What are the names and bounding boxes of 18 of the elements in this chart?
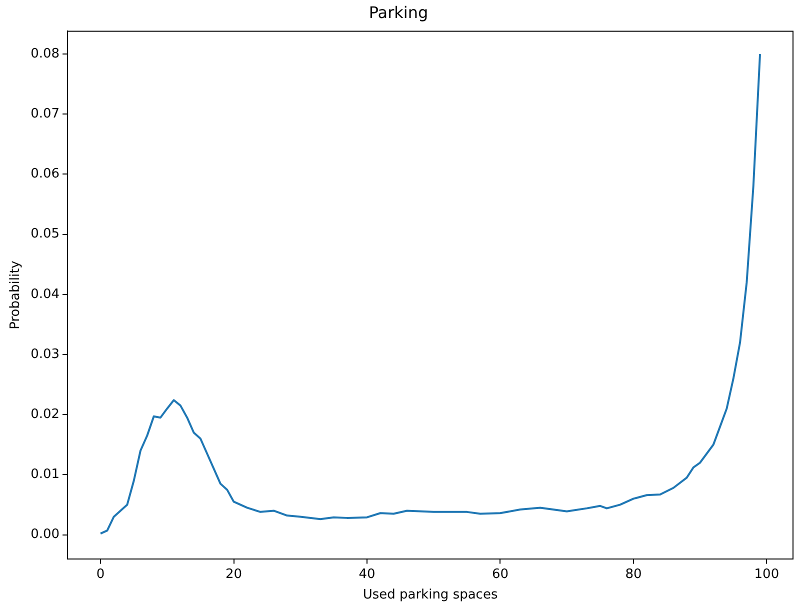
y-tick-label: 0.06 [30,166,60,182]
chart-title: Parking [368,2,428,22]
x-tick-label: 60 [492,566,508,582]
y-axis-title: Probability [8,260,24,330]
y-tick-label: 0.01 [30,467,60,482]
y-tick-label: 0.00 [30,527,60,542]
y-tick-label: 0.02 [30,406,60,422]
y-tick-label: 0.07 [30,106,60,122]
x-tick-label: 40 [358,566,376,582]
x-tick-label: 20 [225,566,242,582]
y-tick-label: 0.03 [30,346,60,362]
x-tick-label: 100 [754,566,780,582]
y-tick-label: 0.05 [30,226,60,242]
y-tick-label: 0.04 [30,286,60,302]
x-tick-label: 80 [625,566,642,582]
x-axis-title: Used parking spaces [362,588,498,603]
x-tick-label: 0 [96,566,105,582]
y-tick-label: 0.08 [30,46,60,62]
